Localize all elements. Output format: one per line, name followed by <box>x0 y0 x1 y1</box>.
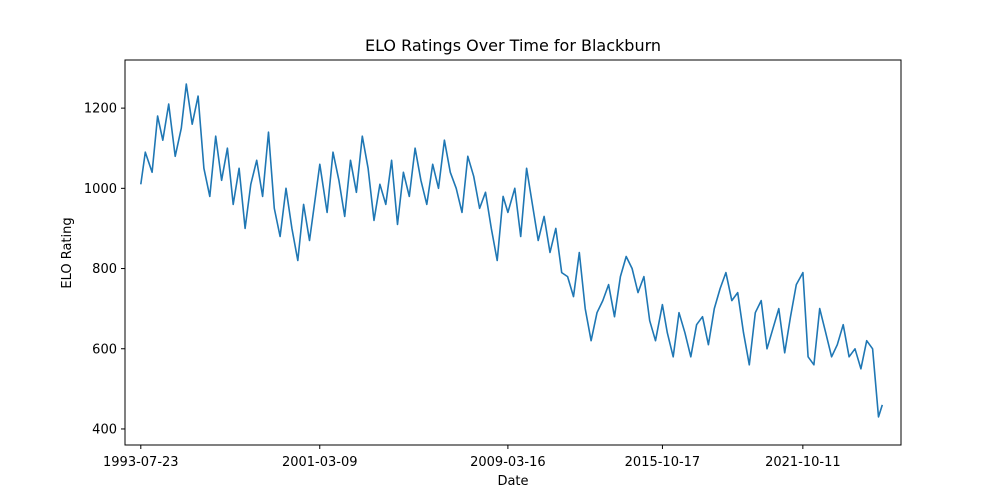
plot-area <box>124 59 902 446</box>
x-axis-label: Date <box>497 474 528 489</box>
chart-title: ELO Ratings Over Time for Blackburn <box>365 36 661 55</box>
x-tick-label: 2015-10-17 <box>625 455 701 470</box>
x-tick-label: 1993-07-23 <box>103 455 179 470</box>
y-axis: 400 600 800 1000 1200 <box>84 102 125 437</box>
y-tick-label: 1200 <box>84 102 117 117</box>
y-axis-label: ELO Rating <box>60 217 75 288</box>
y-tick-label: 800 <box>92 262 117 277</box>
y-tick-label: 600 <box>92 342 117 357</box>
x-tick-label: 2021-10-11 <box>765 455 841 470</box>
plot-frame <box>124 59 902 446</box>
y-tick-label: 1000 <box>84 182 117 197</box>
x-tick-label: 2001-03-09 <box>282 455 358 470</box>
series-line-elo <box>140 83 884 418</box>
x-axis: 1993-07-23 2001-03-09 2009-03-16 2015-10-17… <box>103 445 841 470</box>
x-tick-label: 2009-03-16 <box>470 455 546 470</box>
y-tick-label: 400 <box>92 422 117 437</box>
